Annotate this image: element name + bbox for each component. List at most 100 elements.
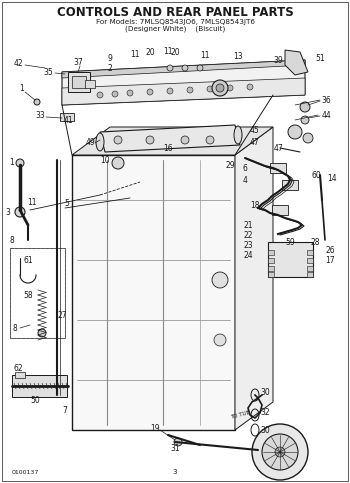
Circle shape — [34, 99, 40, 105]
Circle shape — [214, 334, 226, 346]
Polygon shape — [235, 127, 273, 430]
Bar — [270, 163, 286, 173]
Text: (Designer White)    (Biscuit): (Designer White) (Biscuit) — [125, 26, 225, 32]
Text: 28: 28 — [310, 238, 320, 246]
Text: 50: 50 — [30, 396, 40, 404]
Text: 35: 35 — [43, 68, 53, 76]
Text: 30: 30 — [260, 387, 270, 397]
Text: 11: 11 — [130, 49, 140, 58]
Circle shape — [16, 159, 24, 167]
Text: 59: 59 — [285, 238, 295, 246]
Text: CONTROLS AND REAR PANEL PARTS: CONTROLS AND REAR PANEL PARTS — [57, 5, 293, 18]
Text: 9: 9 — [107, 54, 112, 62]
Bar — [268, 250, 274, 255]
Text: 36: 36 — [321, 96, 331, 104]
Circle shape — [300, 102, 310, 112]
Text: 49: 49 — [85, 138, 95, 146]
Circle shape — [301, 116, 309, 124]
Text: 8: 8 — [10, 236, 14, 244]
Text: 3: 3 — [173, 469, 177, 475]
Text: 47: 47 — [250, 138, 260, 146]
Bar — [85, 80, 95, 88]
Text: 1: 1 — [10, 157, 14, 167]
Text: 61: 61 — [23, 256, 33, 265]
Bar — [307, 250, 313, 255]
Text: 24: 24 — [243, 251, 253, 259]
Bar — [307, 266, 313, 271]
Text: 29: 29 — [225, 160, 235, 170]
Text: 11: 11 — [27, 198, 37, 207]
Text: 0100137: 0100137 — [12, 469, 39, 474]
Text: 39: 39 — [273, 56, 283, 65]
Text: 26: 26 — [325, 245, 335, 255]
Circle shape — [227, 85, 233, 91]
Circle shape — [112, 91, 118, 97]
Text: 42: 42 — [13, 58, 23, 68]
Circle shape — [15, 207, 25, 217]
Circle shape — [303, 133, 313, 143]
Text: 37: 37 — [73, 57, 83, 67]
Bar — [307, 272, 313, 277]
Text: 21: 21 — [243, 221, 253, 229]
Text: 8: 8 — [13, 324, 18, 332]
Circle shape — [275, 447, 285, 457]
Circle shape — [187, 87, 193, 93]
Text: 27: 27 — [57, 311, 67, 319]
Circle shape — [127, 90, 133, 96]
Bar — [307, 258, 313, 263]
Text: 10: 10 — [100, 156, 110, 165]
Polygon shape — [62, 60, 305, 105]
Ellipse shape — [96, 133, 104, 151]
Text: 22: 22 — [243, 230, 253, 240]
Text: 23: 23 — [243, 241, 253, 250]
Text: 30: 30 — [260, 426, 270, 435]
Text: 20: 20 — [145, 47, 155, 57]
Circle shape — [167, 88, 173, 94]
Circle shape — [247, 84, 253, 90]
Bar — [72, 155, 235, 430]
Circle shape — [146, 136, 154, 144]
Circle shape — [114, 136, 122, 144]
Circle shape — [97, 92, 103, 98]
Ellipse shape — [234, 126, 242, 144]
Text: 5: 5 — [64, 199, 69, 208]
Text: 19: 19 — [150, 424, 160, 432]
Circle shape — [182, 65, 188, 71]
Circle shape — [212, 80, 228, 96]
Bar — [15, 372, 25, 378]
Bar — [12, 375, 67, 397]
Bar — [10, 248, 65, 338]
Circle shape — [181, 136, 189, 144]
Circle shape — [147, 89, 153, 95]
Polygon shape — [285, 50, 308, 75]
Text: 18: 18 — [250, 200, 260, 210]
Bar — [72, 76, 86, 88]
Text: 2: 2 — [108, 63, 112, 72]
Circle shape — [207, 86, 213, 92]
Polygon shape — [72, 127, 273, 155]
Bar — [268, 266, 274, 271]
Bar — [268, 272, 274, 277]
Text: 1: 1 — [20, 84, 25, 93]
Circle shape — [212, 272, 228, 288]
Bar — [272, 205, 288, 215]
Text: 45: 45 — [250, 126, 260, 134]
Text: 47: 47 — [273, 143, 283, 153]
Circle shape — [38, 329, 46, 337]
Text: 32: 32 — [260, 408, 270, 416]
Bar — [268, 258, 274, 263]
Circle shape — [252, 424, 308, 480]
Text: 51: 51 — [315, 54, 325, 62]
Text: 41: 41 — [63, 115, 73, 125]
Text: 20: 20 — [170, 47, 180, 57]
Text: 7: 7 — [63, 406, 68, 414]
Circle shape — [112, 157, 124, 169]
Bar — [282, 180, 298, 190]
Text: 11: 11 — [200, 51, 210, 59]
Text: 33: 33 — [35, 111, 45, 119]
Text: 60: 60 — [311, 170, 321, 180]
Text: 13: 13 — [233, 52, 243, 60]
Text: 31: 31 — [170, 443, 180, 453]
Circle shape — [197, 65, 203, 71]
Text: 62: 62 — [13, 364, 23, 372]
